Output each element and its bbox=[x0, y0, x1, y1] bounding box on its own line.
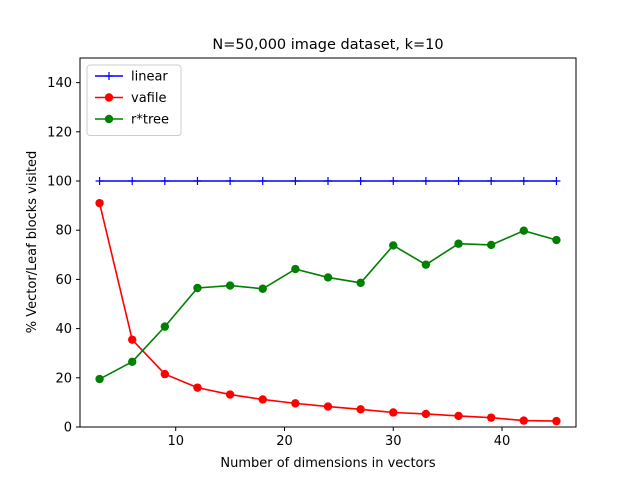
data-point bbox=[225, 281, 235, 290]
data-point bbox=[519, 416, 528, 425]
data-point bbox=[356, 177, 365, 185]
legend-marker bbox=[105, 72, 113, 80]
data-point bbox=[291, 177, 300, 185]
y-tick-label: 0 bbox=[64, 421, 72, 436]
legend-label: r*tree bbox=[131, 113, 169, 128]
legend-marker bbox=[104, 114, 114, 124]
data-point bbox=[95, 177, 104, 185]
x-tick-label: 40 bbox=[494, 434, 511, 449]
data-point bbox=[552, 235, 561, 245]
data-point bbox=[128, 177, 137, 185]
y-tick-label: 120 bbox=[47, 125, 72, 140]
data-point bbox=[421, 409, 431, 419]
x-tick-label: 10 bbox=[167, 434, 184, 449]
data-point bbox=[552, 177, 561, 185]
data-point bbox=[324, 177, 332, 185]
data-point bbox=[552, 416, 561, 426]
y-tick-label: 100 bbox=[47, 175, 72, 190]
data-point bbox=[193, 283, 202, 293]
data-point bbox=[487, 177, 496, 185]
data-point bbox=[95, 374, 104, 384]
data-point bbox=[160, 177, 169, 185]
x-tick-label: 20 bbox=[276, 434, 293, 449]
data-point bbox=[519, 177, 528, 185]
data-point bbox=[193, 177, 202, 185]
data-point bbox=[454, 177, 463, 185]
series-r*tree bbox=[95, 226, 561, 384]
data-point bbox=[258, 284, 267, 293]
data-point bbox=[356, 405, 365, 414]
legend-label: linear bbox=[131, 70, 168, 85]
y-tick-label: 40 bbox=[55, 322, 72, 337]
y-tick-label: 140 bbox=[47, 76, 72, 91]
data-point bbox=[389, 177, 398, 185]
data-point bbox=[486, 240, 496, 250]
data-point bbox=[160, 369, 170, 379]
plot-area: 10 20 30 40 0 20 40 60 80 100 120 140 bbox=[47, 57, 577, 449]
data-point bbox=[356, 278, 365, 288]
data-point bbox=[323, 273, 333, 282]
x-axis-label: Number of dimensions in vectors bbox=[220, 456, 435, 471]
data-point bbox=[258, 177, 267, 185]
series-vafile bbox=[95, 198, 561, 426]
x-tick-label: 30 bbox=[385, 434, 402, 449]
data-point bbox=[291, 399, 300, 408]
legend-marker bbox=[104, 93, 114, 102]
data-point bbox=[128, 335, 137, 344]
data-point bbox=[226, 177, 235, 185]
data-point bbox=[454, 239, 463, 248]
y-tick-label: 20 bbox=[55, 371, 72, 386]
series-linear bbox=[95, 177, 561, 185]
axes-frame bbox=[79, 57, 577, 428]
y-tick-label: 60 bbox=[55, 273, 72, 288]
data-point bbox=[291, 264, 300, 274]
y-tick-label: 80 bbox=[55, 224, 72, 239]
data-point bbox=[225, 390, 235, 399]
y-axis-label: % Vector/Leaf blocks visited bbox=[25, 151, 40, 333]
data-point bbox=[323, 402, 333, 411]
data-point bbox=[389, 241, 398, 250]
data-point bbox=[128, 357, 137, 367]
data-point bbox=[421, 260, 431, 269]
data-point bbox=[454, 411, 463, 421]
chart-title: N=50,000 image dataset, k=10 bbox=[212, 37, 443, 53]
data-point bbox=[421, 177, 430, 185]
data-point bbox=[389, 408, 398, 417]
data-point bbox=[519, 226, 528, 235]
data-point bbox=[160, 322, 170, 331]
data-point bbox=[258, 395, 267, 404]
data-point bbox=[193, 383, 202, 392]
data-point bbox=[486, 413, 496, 422]
data-point bbox=[95, 198, 104, 208]
legend: linear vafile r*tree bbox=[86, 64, 182, 136]
legend-label: vafile bbox=[131, 91, 166, 106]
